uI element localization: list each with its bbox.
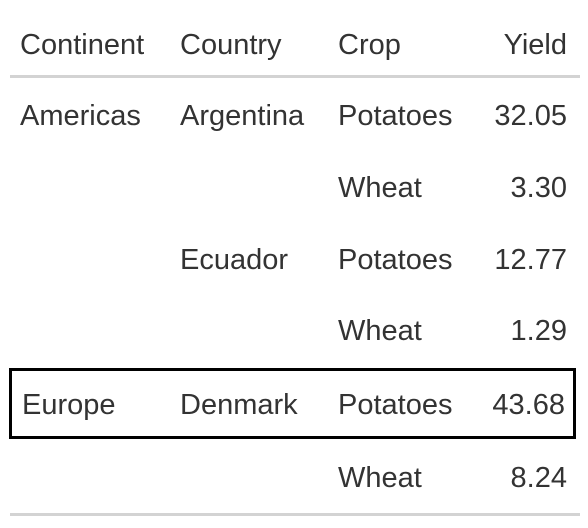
cell-yield: 1.29: [510, 315, 567, 347]
cell-crop: Potatoes: [338, 389, 453, 421]
header-yield: Yield: [503, 29, 567, 61]
header-continent: Continent: [20, 29, 145, 61]
header-country: Country: [180, 29, 282, 61]
cell-crop: Wheat: [338, 315, 422, 347]
highlighted-row-border: [9, 368, 576, 439]
cell-country: Denmark: [180, 389, 298, 421]
cell-crop: Potatoes: [338, 100, 453, 132]
cell-yield: 32.05: [494, 100, 567, 132]
cell-continent: Americas: [20, 100, 141, 132]
cell-yield: 3.30: [510, 172, 567, 204]
cell-yield: 12.77: [494, 244, 567, 276]
cell-country: Argentina: [180, 100, 305, 132]
footer-rule: [10, 513, 580, 516]
cell-country: Ecuador: [180, 244, 289, 276]
cell-continent: Europe: [22, 389, 116, 421]
header-crop: Crop: [338, 29, 401, 61]
cell-crop: Wheat: [338, 172, 422, 204]
header-rule: [10, 75, 580, 78]
cell-crop: Potatoes: [338, 244, 453, 276]
cell-yield: 43.68: [492, 389, 565, 421]
cell-crop: Wheat: [338, 462, 422, 494]
cell-yield: 8.24: [510, 462, 567, 494]
